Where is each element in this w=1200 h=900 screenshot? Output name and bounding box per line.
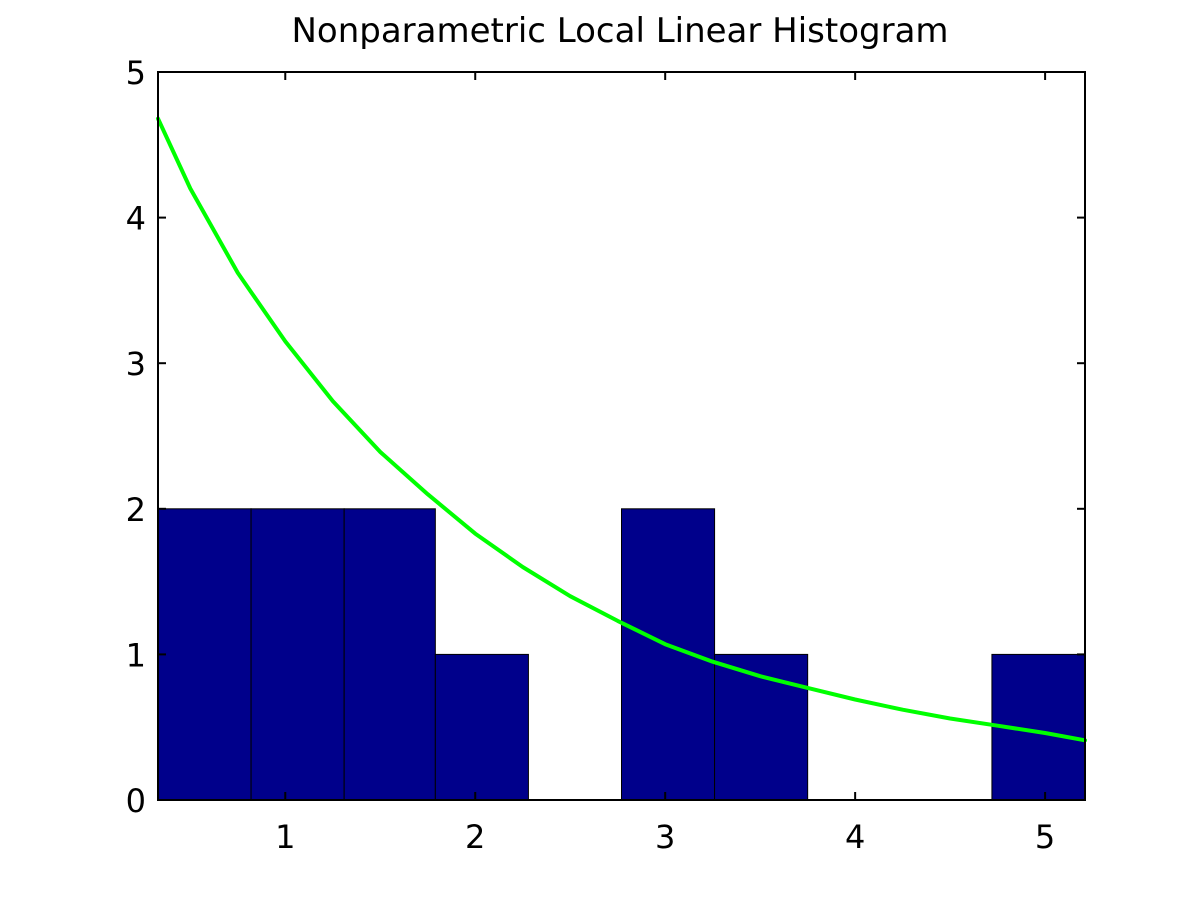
x-tick-label-3: 3: [655, 818, 675, 856]
x-tick-label-2: 2: [465, 818, 485, 856]
y-tick-label-2: 2: [126, 491, 146, 529]
histogram-bar-1: [157, 508, 252, 801]
y-tick-label-4: 4: [126, 200, 146, 238]
histogram-bar-6: [621, 508, 716, 801]
x-tick-label-5: 5: [1035, 818, 1055, 856]
y-tick-label-3: 3: [126, 345, 146, 383]
chart-title: Nonparametric Local Linear Histogram: [291, 11, 948, 51]
curve-group: [156, 116, 1087, 743]
bars-group: [157, 508, 1086, 801]
x-tick-label-4: 4: [845, 818, 865, 856]
axes-box: [157, 71, 1086, 801]
y-tick-label-1: 1: [126, 636, 146, 674]
ticks-group: 1 2 3 4 5 0 1 2 3 4 5: [126, 54, 1085, 856]
axes-group: [157, 71, 1086, 801]
y-tick-label-0: 0: [126, 782, 146, 820]
y-tick-label-5: 5: [126, 54, 146, 92]
histogram-bar-3: [343, 508, 436, 801]
histogram-bar-4: [434, 653, 529, 801]
x-tick-label-1: 1: [275, 818, 295, 856]
histogram-bar-2: [250, 508, 345, 801]
density-curve: [156, 116, 1087, 743]
